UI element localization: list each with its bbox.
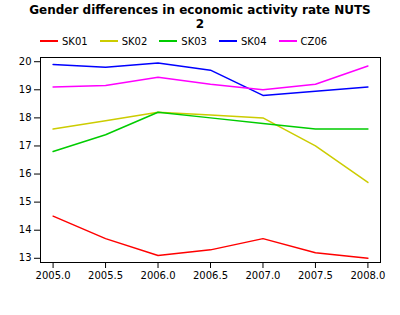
- html-text:Gender differences in economic: Gender differences in economic activity …: [29, 3, 371, 32]
- svg-text:2008.0: 2008.0: [350, 269, 385, 280]
- svg-text:15: 15: [19, 196, 32, 207]
- html-text:CZ06: CZ06: [300, 35, 328, 47]
- html-text:SK02: SK02: [121, 35, 148, 47]
- svg-text:2005.5: 2005.5: [88, 269, 123, 280]
- svg-text:2006.0: 2006.0: [141, 269, 176, 280]
- html-text:SK03: SK03: [181, 35, 207, 47]
- svg-text:20: 20: [19, 56, 32, 67]
- svg-text:17: 17: [19, 140, 32, 151]
- svg-text:2007.5: 2007.5: [298, 269, 333, 280]
- html-text:SK01: SK01: [62, 35, 88, 47]
- svg-text:16: 16: [19, 168, 32, 179]
- svg-text:2005.0: 2005.0: [36, 269, 71, 280]
- svg-text:19: 19: [19, 84, 32, 95]
- svg-text:13: 13: [19, 252, 32, 263]
- svg-text:2006.5: 2006.5: [193, 269, 228, 280]
- svg-text:14: 14: [19, 224, 32, 235]
- html-text:SK04: SK04: [240, 35, 267, 47]
- svg-text:2007.0: 2007.0: [245, 269, 280, 280]
- svg-text:18: 18: [19, 112, 32, 123]
